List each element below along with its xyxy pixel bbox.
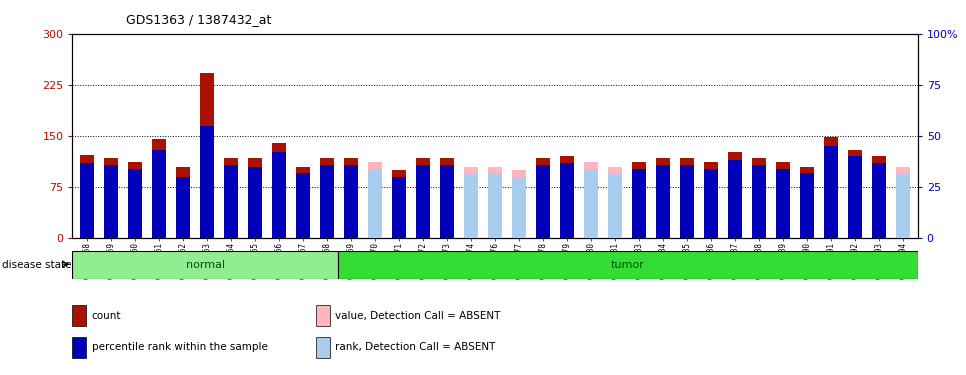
Bar: [296, 167, 310, 238]
Text: rank, Detection Call = ABSENT: rank, Detection Call = ABSENT: [335, 342, 496, 352]
Bar: [583, 162, 598, 238]
Bar: [320, 158, 334, 238]
Bar: [440, 158, 454, 238]
Bar: [583, 169, 598, 238]
Bar: [560, 162, 575, 238]
Text: GDS1363 / 1387432_at: GDS1363 / 1387432_at: [126, 13, 270, 26]
Bar: [415, 165, 430, 238]
Bar: [316, 337, 329, 358]
Bar: [872, 156, 887, 238]
Bar: [800, 167, 814, 238]
Bar: [704, 162, 719, 238]
Text: normal: normal: [185, 260, 225, 270]
Bar: [464, 173, 478, 238]
Bar: [752, 158, 766, 238]
Bar: [536, 165, 551, 238]
Text: tumor: tumor: [611, 260, 644, 270]
Text: count: count: [92, 311, 121, 321]
Bar: [512, 170, 526, 238]
Bar: [224, 165, 239, 238]
Bar: [79, 162, 94, 238]
Bar: [176, 177, 190, 238]
Bar: [338, 251, 918, 279]
Bar: [488, 173, 502, 238]
Bar: [79, 155, 94, 238]
Bar: [152, 150, 166, 238]
Bar: [316, 305, 329, 326]
Bar: [344, 158, 358, 238]
Bar: [392, 170, 407, 238]
Bar: [776, 169, 790, 238]
Bar: [271, 143, 286, 238]
Bar: [728, 152, 743, 238]
Bar: [824, 146, 838, 238]
Bar: [440, 165, 454, 238]
Bar: [560, 156, 575, 238]
Bar: [415, 158, 430, 238]
Bar: [608, 173, 622, 238]
Bar: [608, 167, 622, 238]
Bar: [344, 165, 358, 238]
Bar: [632, 162, 646, 238]
Bar: [824, 137, 838, 238]
Bar: [896, 173, 911, 238]
Bar: [872, 162, 887, 238]
Bar: [128, 162, 142, 238]
Bar: [728, 160, 743, 238]
Bar: [512, 177, 526, 238]
Bar: [536, 158, 551, 238]
Bar: [200, 73, 214, 238]
Bar: [656, 165, 670, 238]
Bar: [368, 169, 383, 238]
Bar: [704, 169, 719, 238]
Bar: [488, 167, 502, 238]
Bar: [392, 177, 407, 238]
Bar: [656, 158, 670, 238]
Bar: [103, 158, 118, 238]
Bar: [752, 165, 766, 238]
Bar: [800, 173, 814, 238]
Text: disease state: disease state: [2, 260, 71, 270]
Bar: [320, 165, 334, 238]
Bar: [128, 169, 142, 238]
Bar: [176, 167, 190, 238]
Bar: [632, 169, 646, 238]
Bar: [848, 150, 863, 238]
Bar: [464, 167, 478, 238]
Bar: [776, 162, 790, 238]
Bar: [896, 167, 911, 238]
Bar: [72, 337, 86, 358]
Bar: [200, 126, 214, 238]
Bar: [680, 165, 695, 238]
Bar: [848, 156, 863, 238]
Text: value, Detection Call = ABSENT: value, Detection Call = ABSENT: [335, 311, 500, 321]
Bar: [247, 158, 262, 238]
Bar: [680, 158, 695, 238]
Text: percentile rank within the sample: percentile rank within the sample: [92, 342, 268, 352]
Bar: [72, 251, 338, 279]
Bar: [72, 305, 86, 326]
Bar: [152, 140, 166, 238]
Bar: [224, 158, 239, 238]
Bar: [296, 173, 310, 238]
Bar: [247, 166, 262, 238]
Bar: [103, 165, 118, 238]
Bar: [368, 162, 383, 238]
Bar: [271, 152, 286, 238]
